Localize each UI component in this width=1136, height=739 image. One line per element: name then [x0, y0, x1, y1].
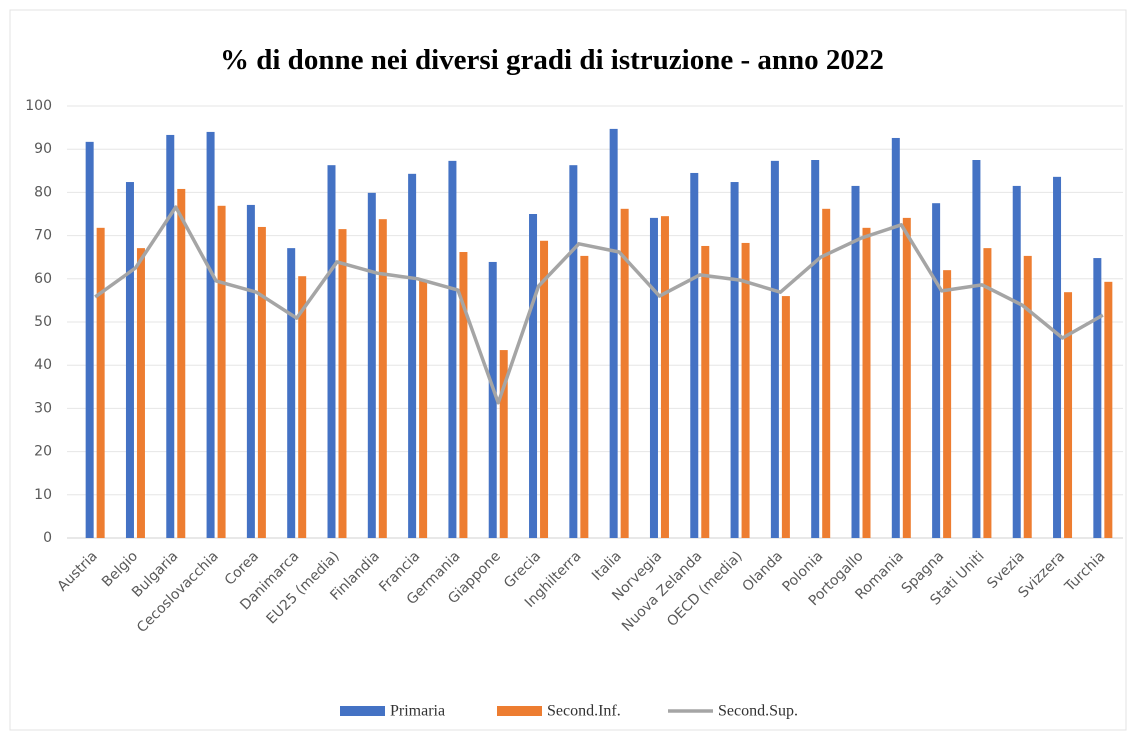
bar — [972, 160, 981, 538]
x-tick-label: Olanda — [739, 548, 786, 595]
legend-swatch — [497, 706, 542, 716]
bar — [298, 276, 307, 538]
bar — [943, 270, 952, 538]
bar — [741, 242, 750, 538]
bar — [166, 134, 175, 538]
bar — [862, 227, 871, 538]
y-tick-label: 80 — [34, 184, 52, 200]
bar — [660, 216, 669, 538]
bar — [338, 229, 347, 538]
bar — [177, 188, 186, 538]
bar — [580, 255, 589, 539]
bar — [851, 185, 860, 539]
legend-label: Second.Inf. — [547, 703, 621, 720]
bar — [891, 137, 900, 538]
bar — [609, 128, 618, 538]
y-tick-label: 50 — [34, 314, 52, 330]
bar — [1023, 255, 1032, 539]
bar — [448, 160, 457, 538]
bar — [125, 182, 134, 539]
y-tick-label: 60 — [34, 271, 52, 287]
bar — [419, 280, 428, 538]
bar — [96, 227, 105, 538]
y-tick-label: 20 — [34, 444, 52, 460]
bar — [649, 217, 658, 538]
bar — [902, 217, 911, 538]
bar — [781, 296, 790, 538]
y-tick-label: 90 — [34, 141, 52, 157]
x-tick-label: Austria — [55, 548, 101, 594]
bar — [1053, 176, 1062, 538]
bar — [822, 208, 831, 539]
y-tick-label: 70 — [34, 228, 52, 244]
bar — [246, 204, 255, 539]
bar — [1064, 292, 1073, 538]
bar — [459, 252, 468, 539]
bar — [499, 350, 508, 538]
x-tick-label: Italia — [589, 548, 625, 584]
bar — [287, 248, 296, 539]
bar — [1104, 281, 1113, 538]
bar — [1093, 258, 1102, 538]
bar — [690, 172, 699, 538]
line — [94, 205, 1104, 405]
bar — [529, 214, 538, 538]
y-tick-label: 10 — [34, 487, 52, 503]
bar — [85, 141, 94, 538]
bar — [620, 208, 629, 539]
y-tick-label: 100 — [25, 98, 52, 114]
chart-title: % di donne nei diversi gradi di istruzio… — [220, 44, 884, 76]
bar — [569, 165, 578, 538]
bar — [488, 261, 497, 538]
bar — [932, 203, 941, 538]
chart-frame — [9, 9, 1127, 731]
bar — [701, 245, 710, 538]
bar — [378, 219, 387, 538]
bar — [540, 240, 549, 538]
legend-label: Primaria — [390, 703, 445, 720]
y-tick-label: 0 — [43, 530, 52, 546]
bar — [408, 173, 417, 538]
x-tick-label: Turchia — [1061, 548, 1108, 595]
bar — [257, 226, 266, 538]
y-tick-label: 30 — [34, 400, 52, 416]
bar — [367, 192, 376, 538]
legend-swatch — [340, 706, 385, 716]
bar — [206, 131, 215, 539]
bar — [217, 205, 226, 539]
x-tick-label: OECD (media) — [664, 548, 746, 630]
bar — [770, 160, 779, 538]
y-tick-label: 40 — [34, 357, 52, 373]
bar — [136, 248, 145, 539]
bar — [327, 165, 336, 538]
bar — [811, 160, 820, 538]
legend-label: Second.Sup. — [718, 703, 798, 720]
bar — [730, 182, 739, 539]
bar — [1012, 185, 1021, 539]
bar — [983, 248, 992, 539]
